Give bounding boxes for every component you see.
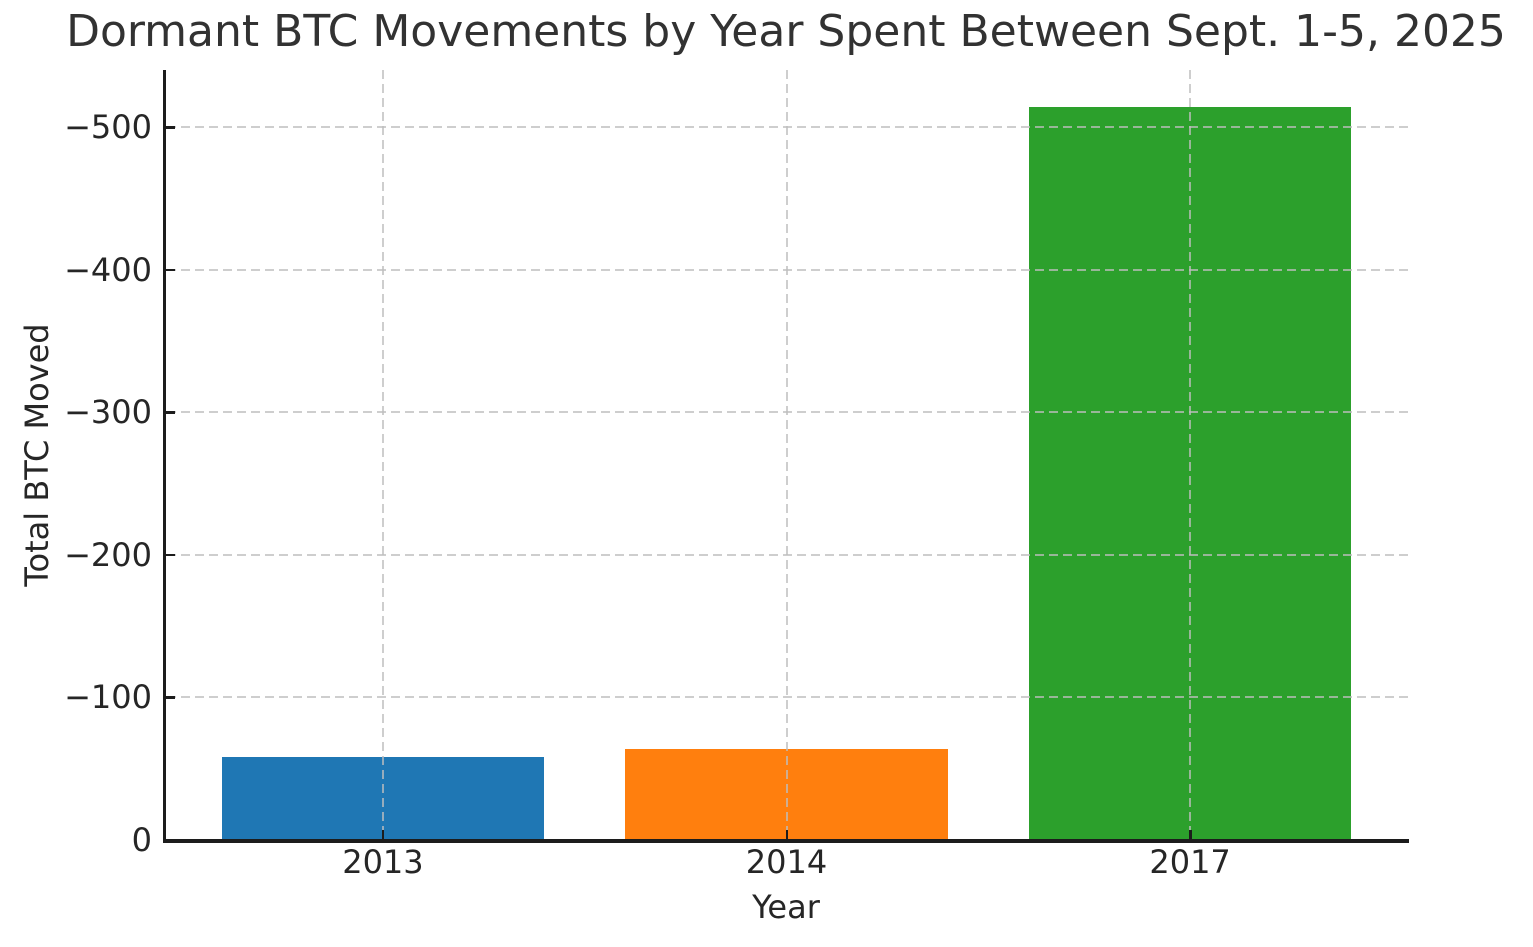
y-tick-mark (166, 268, 175, 272)
x-tick-mark (785, 830, 788, 839)
chart-title: Dormant BTC Movements by Year Spent Betw… (66, 6, 1506, 57)
y-tick-label: −100 (64, 678, 152, 717)
bar-2014 (625, 748, 948, 840)
y-axis-label: Total BTC Moved (18, 323, 56, 587)
x-axis-label: Year (752, 888, 820, 926)
x-tick-label: 2013 (342, 843, 424, 881)
y-tick-mark (166, 553, 175, 557)
y-tick-mark (166, 411, 175, 414)
x-tick-label: 2014 (745, 843, 828, 881)
y-tick-mark (166, 696, 175, 699)
x-tick-label: 2017 (1149, 843, 1231, 881)
y-tick-mark (166, 126, 175, 129)
bar-2017 (1028, 107, 1352, 840)
gridline-vertical (785, 70, 788, 840)
x-tick-mark (381, 830, 385, 839)
y-tick-label: 0 (131, 821, 152, 859)
y-axis-spine (163, 70, 166, 843)
y-tick-label: −300 (64, 393, 152, 432)
y-tick-label: −200 (64, 535, 152, 574)
y-tick-label: −500 (64, 108, 152, 147)
bar-2013 (221, 757, 545, 840)
gridline-vertical (381, 70, 384, 840)
x-tick-mark (1189, 830, 1192, 839)
y-tick-label: −400 (64, 250, 152, 289)
x-axis-spine (163, 839, 1409, 843)
